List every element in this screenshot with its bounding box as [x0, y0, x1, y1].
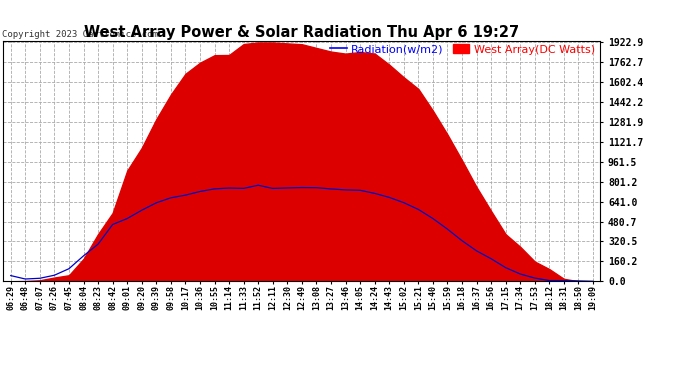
Text: Copyright 2023 Cartronics.com: Copyright 2023 Cartronics.com [2, 30, 158, 39]
Title: West Array Power & Solar Radiation Thu Apr 6 19:27: West Array Power & Solar Radiation Thu A… [84, 25, 520, 40]
Legend: Radiation(w/m2), West Array(DC Watts): Radiation(w/m2), West Array(DC Watts) [330, 44, 595, 54]
